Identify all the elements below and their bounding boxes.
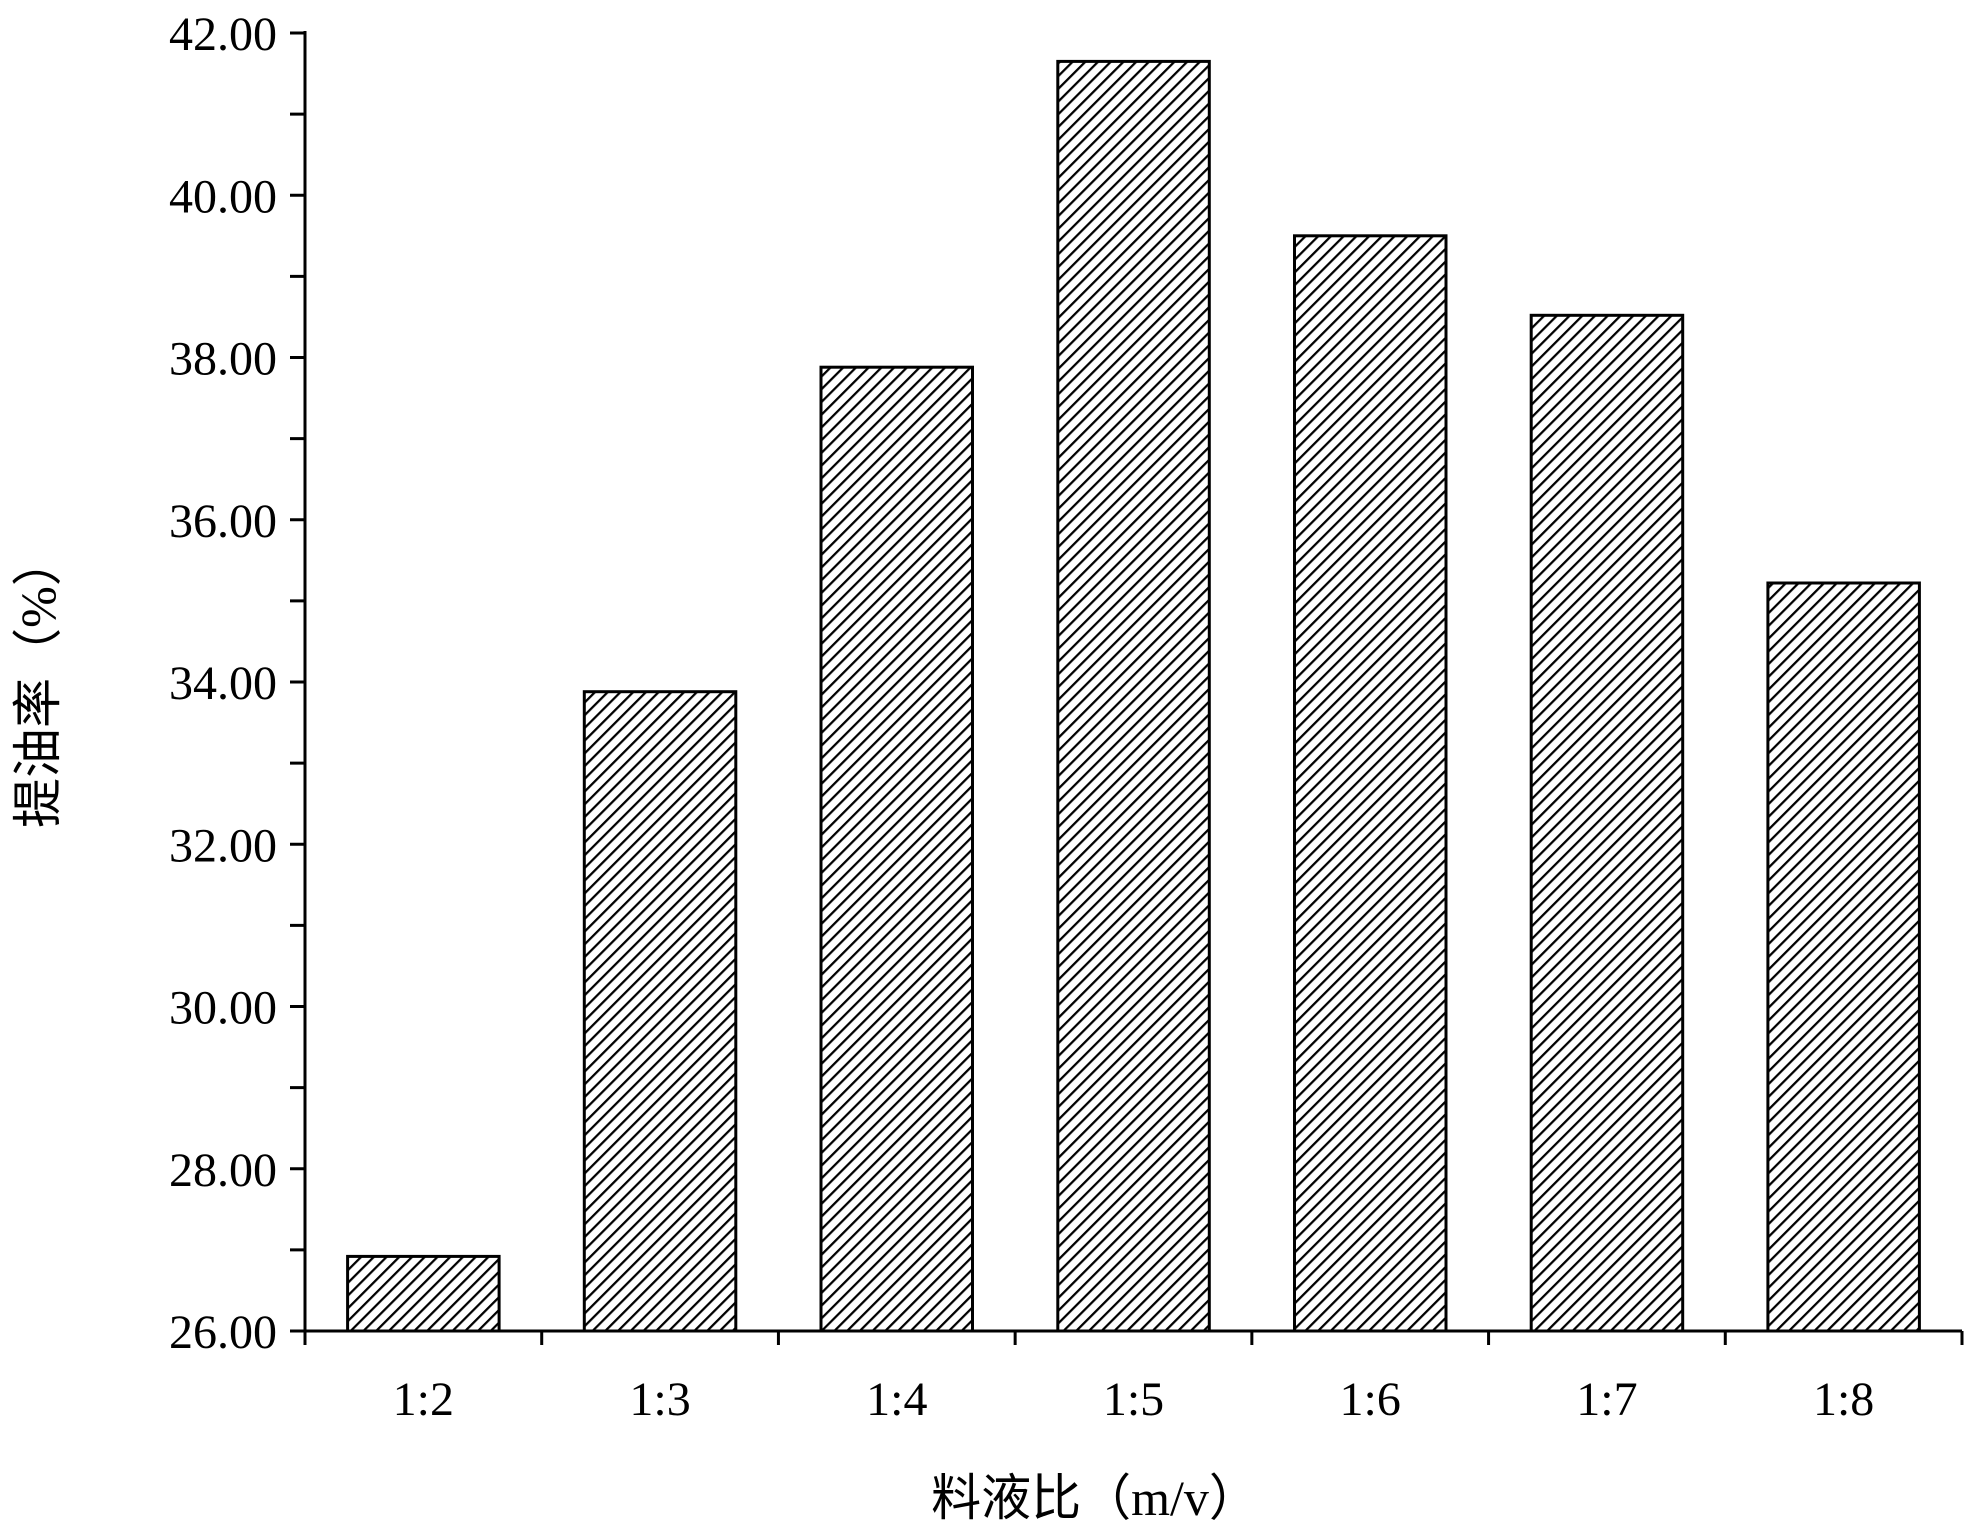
- y-tick-label: 34.00: [169, 657, 277, 710]
- x-tick-label: 1:5: [1103, 1373, 1164, 1426]
- y-tick-label: 26.00: [169, 1306, 277, 1359]
- x-tick-label: 1:6: [1340, 1373, 1401, 1426]
- x-axis-title: 料液比（m/v）: [931, 1470, 1259, 1526]
- y-tick-label: 42.00: [169, 8, 277, 61]
- bar-1-8: [1766, 581, 1921, 1333]
- x-tick-label: 1:8: [1813, 1373, 1874, 1426]
- bar-1-5: [1056, 59, 1211, 1333]
- bar-1-3: [582, 690, 738, 1333]
- y-axis-title: 提油率（%）: [10, 536, 66, 828]
- y-tick-label: 32.00: [169, 819, 277, 872]
- labels-group: 26.00 28.00 30.00 32.00 34.00 36.00 38.00 40.00…: [169, 8, 1874, 1426]
- bar-1-7: [1529, 313, 1685, 1333]
- x-tick-label: 1:2: [393, 1373, 454, 1426]
- y-tick-label: 40.00: [169, 170, 277, 223]
- bar-1-6: [1293, 234, 1448, 1333]
- x-tick-label: 1:3: [629, 1373, 690, 1426]
- x-tick-label: 1:4: [866, 1373, 927, 1426]
- y-tick-label: 38.00: [169, 333, 277, 386]
- y-tick-label: 36.00: [169, 495, 277, 548]
- bar-1-2: [346, 1254, 501, 1333]
- y-tick-label: 28.00: [169, 1144, 277, 1197]
- y-tick-label: 30.00: [169, 982, 277, 1035]
- bar-1-4: [819, 365, 974, 1333]
- bars-group: [346, 59, 1921, 1333]
- x-tick-label: 1:7: [1576, 1373, 1637, 1426]
- axes-group: [290, 31, 1964, 1345]
